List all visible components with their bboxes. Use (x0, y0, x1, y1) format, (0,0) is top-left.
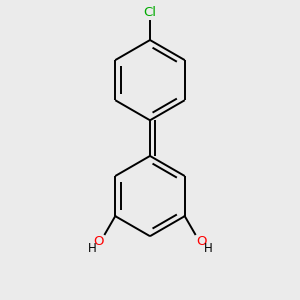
Text: O: O (196, 235, 207, 248)
Text: H: H (203, 242, 212, 255)
Text: H: H (88, 242, 97, 255)
Text: O: O (93, 235, 104, 248)
Text: Cl: Cl (143, 6, 157, 19)
